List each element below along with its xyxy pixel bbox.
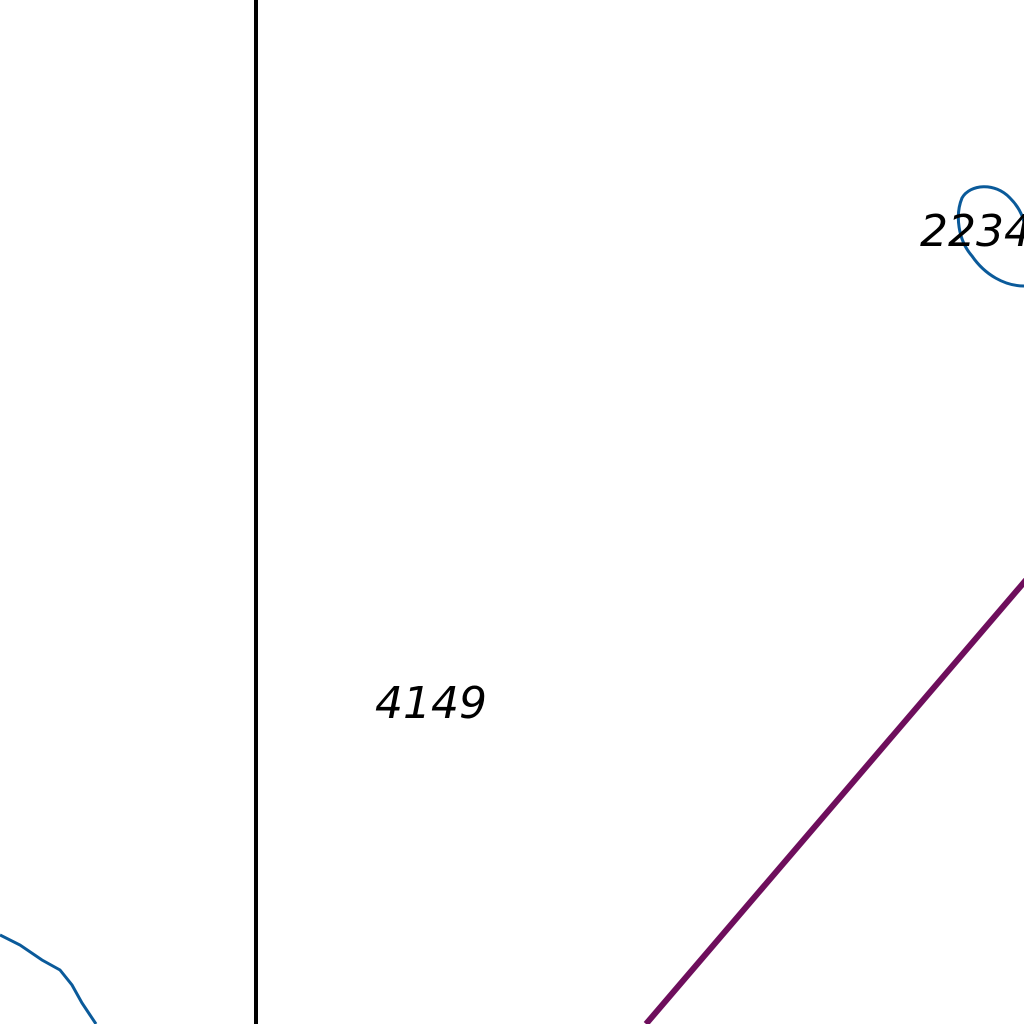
water-contour-line <box>0 933 98 1024</box>
parcel-label-4149: 4149 <box>375 678 487 729</box>
parcel-label-2234: 2234 <box>920 206 1024 257</box>
water-contour-loop <box>956 185 1024 288</box>
road-line <box>643 578 1024 1024</box>
